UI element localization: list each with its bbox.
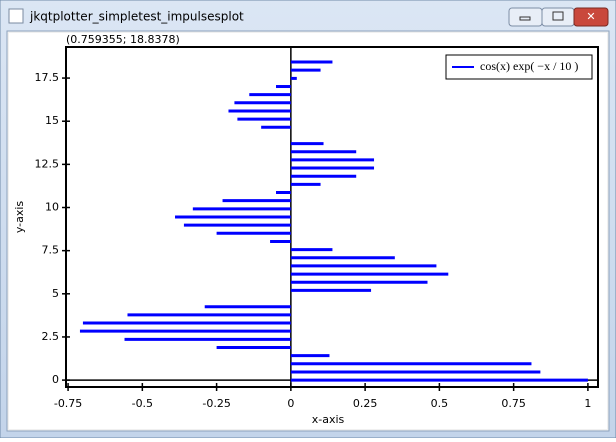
x-tick-label: 0	[287, 397, 294, 410]
x-tick-label: 1	[584, 397, 591, 410]
maximize-icon	[552, 11, 564, 21]
x-tick-label: 0.75	[501, 397, 526, 410]
plot-frame	[65, 46, 599, 388]
x-tick-label: -0.25	[202, 397, 230, 410]
app-icon	[8, 8, 24, 24]
x-tick-label: 0.5	[431, 397, 449, 410]
y-tick-label: 5	[52, 287, 59, 300]
close-icon: ✕	[586, 10, 595, 23]
y-tick-label: 17.5	[35, 71, 60, 84]
x-tick-label: -0.5	[132, 397, 153, 410]
window-title: jkqtplotter_simpletest_impulsesplot	[29, 10, 244, 24]
minimize-icon	[519, 16, 531, 21]
x-tick-label: -0.75	[54, 397, 82, 410]
legend-label: cos(x) exp( −x / 10 )	[480, 59, 578, 73]
close-button[interactable]	[573, 7, 609, 27]
legend-box	[445, 54, 593, 80]
y-axis-label: y-axis	[13, 201, 26, 234]
y-tick-label: 15	[45, 114, 59, 127]
x-axis-label: x-axis	[312, 413, 345, 426]
y-tick-label: 7.5	[42, 244, 60, 257]
y-tick-label: 2.5	[42, 330, 60, 343]
y-tick-label: 10	[45, 201, 59, 214]
maximize-button[interactable]	[541, 7, 575, 27]
y-tick-label: 12.5	[35, 157, 60, 170]
y-tick-label: 0	[52, 373, 59, 386]
x-tick-label: 0.25	[353, 397, 378, 410]
mouse-position: (0.759355; 18.8378)	[66, 33, 180, 46]
